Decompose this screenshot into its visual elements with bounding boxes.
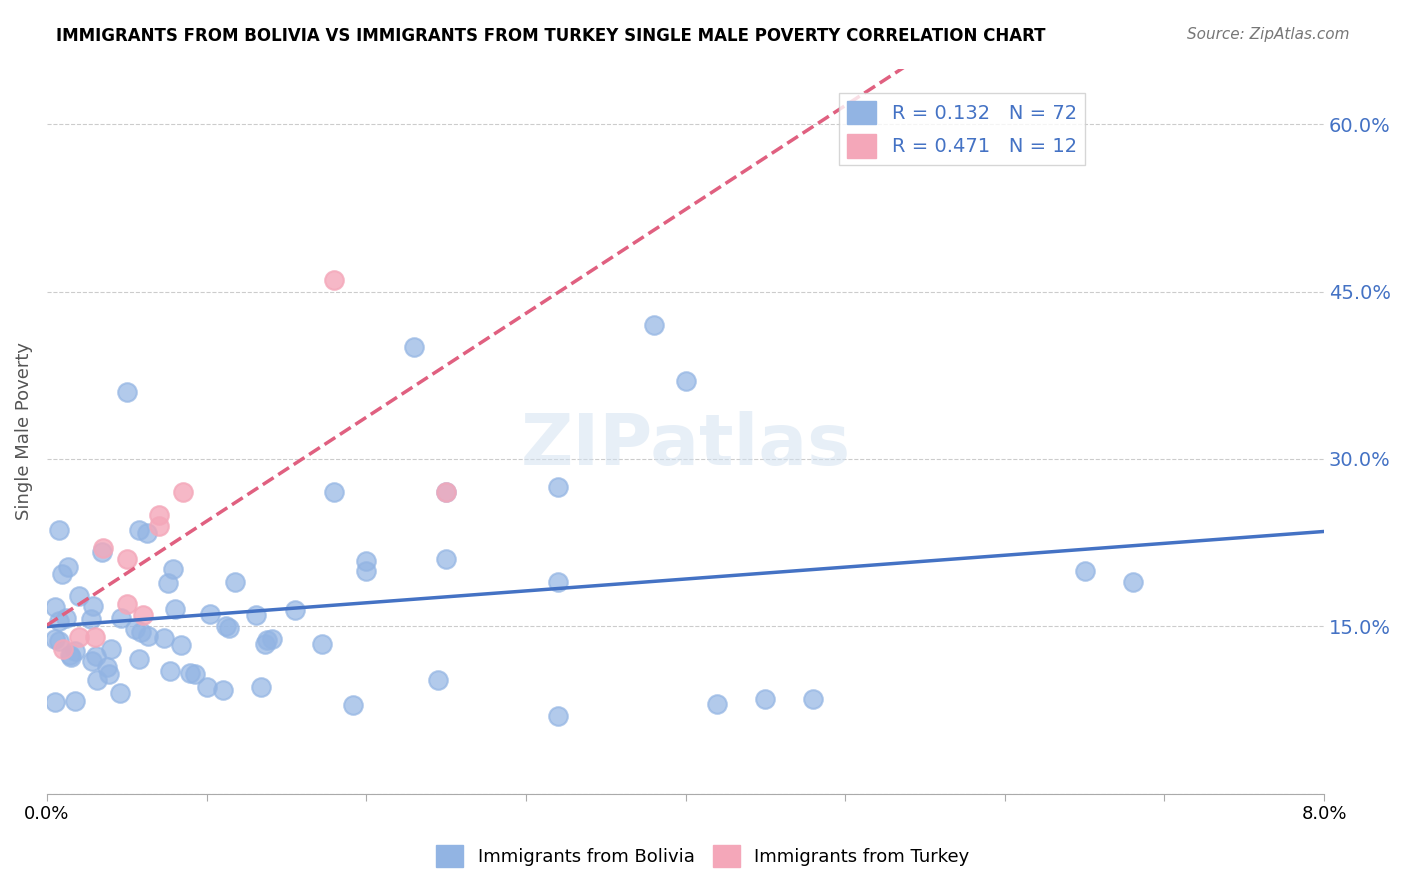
Point — [1073, 564, 1095, 578]
Point — [153, 632, 176, 646]
Point — [48, 633, 70, 648]
Point — [67, 631, 90, 645]
Point — [218, 621, 240, 635]
Point — [675, 374, 697, 388]
Point — [706, 698, 728, 712]
Point — [434, 485, 457, 500]
Point — [80, 654, 103, 668]
Point — [108, 686, 131, 700]
Point — [128, 523, 150, 537]
Point — [128, 651, 150, 665]
Point — [51, 566, 73, 581]
Point — [91, 545, 114, 559]
Point — [52, 641, 75, 656]
Point — [97, 667, 120, 681]
Point — [80, 612, 103, 626]
Point — [434, 552, 457, 566]
Point — [59, 648, 82, 662]
Point — [136, 629, 159, 643]
Point — [110, 611, 132, 625]
Point — [427, 673, 450, 687]
Point — [179, 666, 201, 681]
Point — [215, 619, 238, 633]
Legend: R = 0.132   N = 72, R = 0.471   N = 12: R = 0.132 N = 72, R = 0.471 N = 12 — [839, 93, 1084, 166]
Point — [200, 607, 222, 621]
Text: Source: ZipAtlas.com: Source: ZipAtlas.com — [1187, 27, 1350, 42]
Point — [256, 632, 278, 647]
Point — [284, 603, 307, 617]
Point — [65, 694, 87, 708]
Point — [183, 666, 205, 681]
Point — [63, 644, 86, 658]
Point — [115, 597, 138, 611]
Point — [404, 340, 426, 354]
Legend: Immigrants from Bolivia, Immigrants from Turkey: Immigrants from Bolivia, Immigrants from… — [429, 838, 977, 874]
Point — [86, 673, 108, 688]
Point — [262, 632, 284, 647]
Point — [195, 680, 218, 694]
Point — [44, 600, 66, 615]
Point — [643, 318, 665, 332]
Point — [115, 552, 138, 566]
Point — [249, 680, 271, 694]
Point — [212, 682, 235, 697]
Point — [129, 625, 152, 640]
Point — [148, 508, 170, 522]
Point — [245, 607, 267, 622]
Point — [124, 622, 146, 636]
Point — [156, 576, 179, 591]
Point — [91, 541, 114, 556]
Point — [172, 485, 194, 500]
Point — [44, 632, 66, 646]
Point — [48, 523, 70, 537]
Point — [547, 574, 569, 589]
Point — [354, 554, 377, 568]
Point — [59, 650, 82, 665]
Point — [801, 691, 824, 706]
Point — [84, 648, 107, 663]
Point — [55, 611, 77, 625]
Point — [96, 659, 118, 673]
Point — [115, 385, 138, 400]
Text: ZIPatlas: ZIPatlas — [520, 411, 851, 480]
Y-axis label: Single Male Poverty: Single Male Poverty — [15, 343, 32, 520]
Point — [754, 691, 776, 706]
Point — [148, 519, 170, 533]
Point — [224, 574, 246, 589]
Point — [100, 642, 122, 657]
Point — [311, 637, 333, 651]
Text: IMMIGRANTS FROM BOLIVIA VS IMMIGRANTS FROM TURKEY SINGLE MALE POVERTY CORRELATIO: IMMIGRANTS FROM BOLIVIA VS IMMIGRANTS FR… — [56, 27, 1046, 45]
Point — [1122, 574, 1144, 589]
Point — [547, 708, 569, 723]
Point — [170, 638, 193, 652]
Point — [135, 526, 157, 541]
Point — [434, 485, 457, 500]
Point — [131, 608, 153, 623]
Point — [159, 664, 181, 678]
Point — [83, 631, 105, 645]
Point — [48, 614, 70, 628]
Point — [44, 695, 66, 709]
Point — [162, 562, 184, 576]
Point — [82, 599, 104, 613]
Point — [56, 559, 79, 574]
Point — [67, 589, 90, 603]
Point — [547, 480, 569, 494]
Point — [254, 637, 277, 651]
Point — [354, 564, 377, 578]
Point — [342, 698, 364, 712]
Point — [323, 485, 346, 500]
Point — [323, 273, 346, 287]
Point — [165, 602, 187, 616]
